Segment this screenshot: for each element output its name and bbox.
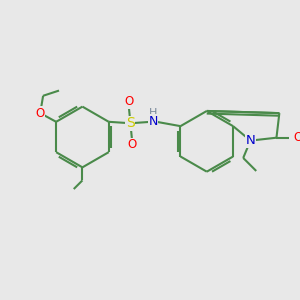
Text: S: S xyxy=(126,116,135,130)
Text: O: O xyxy=(127,138,136,151)
Text: O: O xyxy=(36,106,45,120)
Text: N: N xyxy=(148,115,158,128)
Text: N: N xyxy=(246,134,255,147)
Text: H: H xyxy=(149,108,157,118)
Text: O: O xyxy=(293,131,300,144)
Text: O: O xyxy=(124,95,134,108)
